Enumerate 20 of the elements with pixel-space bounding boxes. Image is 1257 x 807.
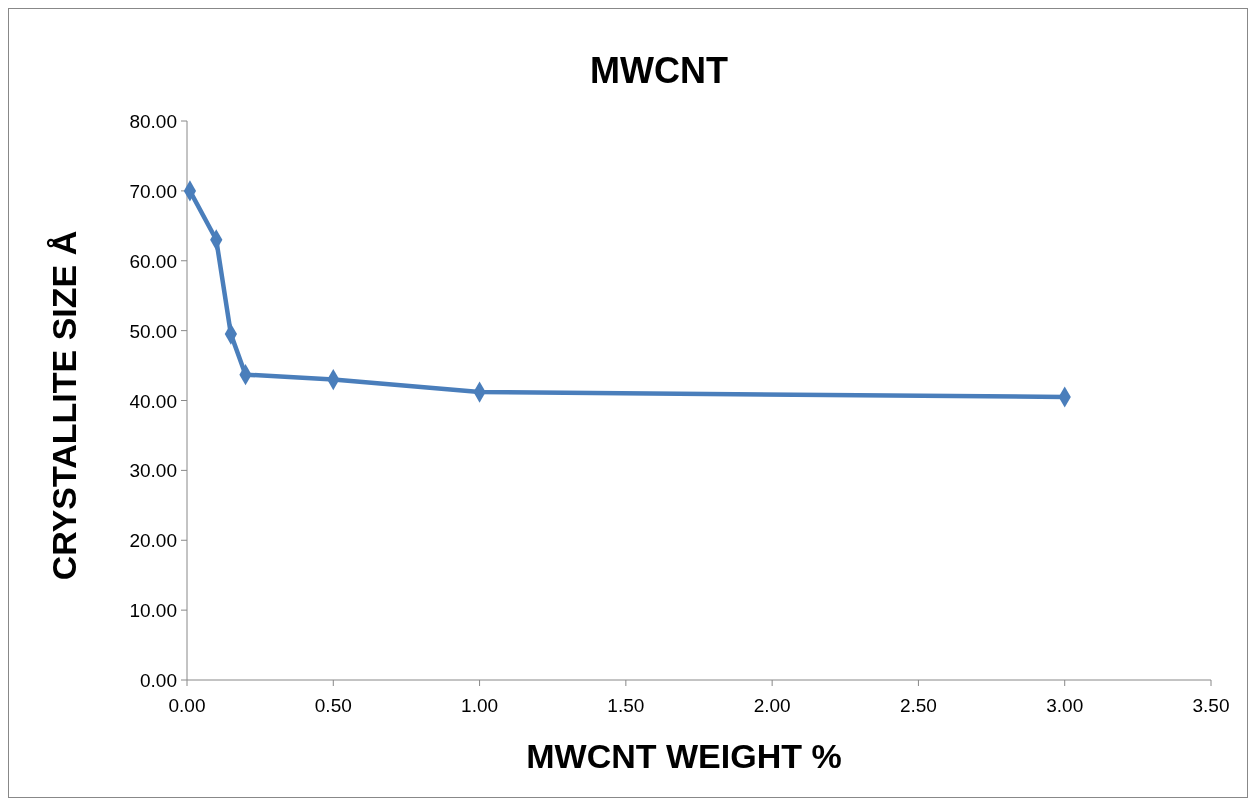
y-tick-label: 0.00: [140, 670, 177, 691]
x-tick-label: 3.00: [1046, 695, 1084, 716]
y-tick-label: 60.00: [129, 250, 177, 272]
y-tick-label: 30.00: [129, 460, 177, 482]
y-tick-label: 70.00: [129, 180, 177, 202]
x-tick-label: 0.50: [314, 695, 352, 716]
y-tick-label: 10.00: [129, 600, 177, 622]
y-tick-label: 50.00: [129, 320, 177, 342]
y-tick-label: 80.00: [129, 111, 177, 132]
chart-title: MWCNT: [590, 50, 728, 91]
x-tick-label: 1.50: [607, 695, 645, 716]
y-axis-title: CRYSTALLITE SIZE Å: [45, 230, 83, 581]
x-tick-label: 2.00: [753, 695, 791, 716]
y-tick-label: 20.00: [129, 530, 177, 552]
x-tick-label: 1.00: [461, 695, 499, 716]
x-axis-title: MWCNT WEIGHT %: [526, 737, 842, 775]
x-tick-label: 2.50: [899, 695, 937, 716]
x-tick-label: 0.00: [168, 695, 206, 716]
x-tick-label: 3.50: [1192, 695, 1230, 716]
y-tick-label: 40.00: [129, 390, 177, 412]
